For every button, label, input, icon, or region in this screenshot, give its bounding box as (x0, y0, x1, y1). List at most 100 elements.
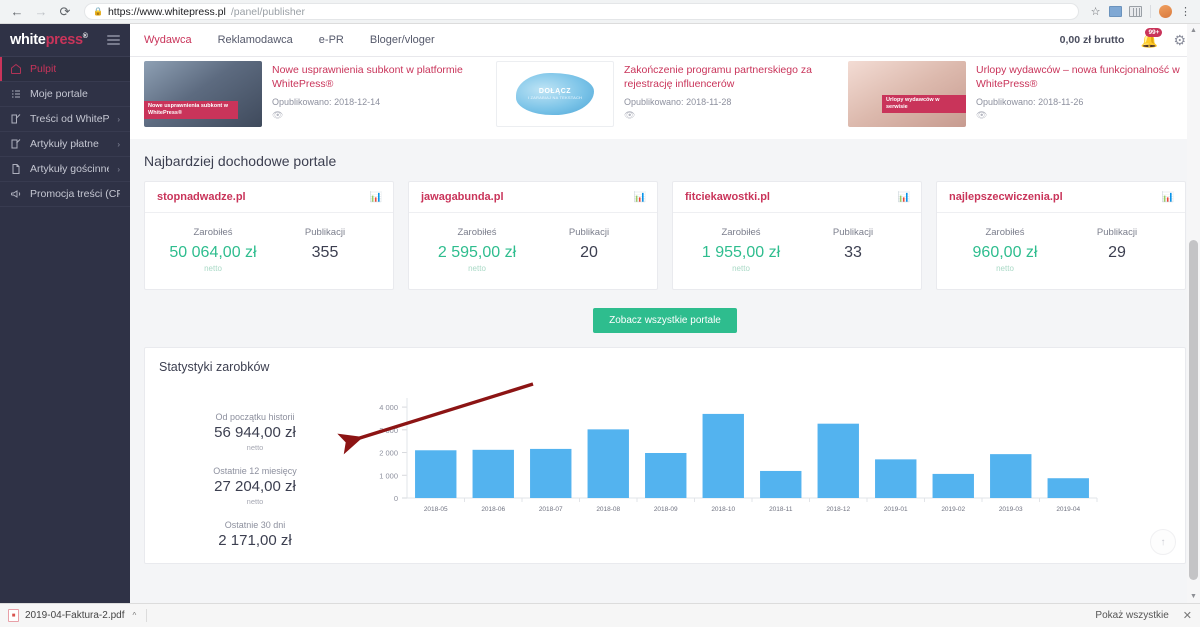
tab-e-pr[interactable]: e-PR (318, 34, 344, 46)
svg-text:2018-10: 2018-10 (711, 506, 735, 513)
chevron-up-icon[interactable]: ^ (132, 611, 137, 620)
notification-badge: 99+ (1145, 27, 1163, 37)
sidebar-item-promocja-tresci-cpc[interactable]: Promocja treści (CPC) (0, 182, 130, 207)
news-date: Opublikowano: 2018-11-26 (976, 97, 1186, 107)
published-date: 2018-11-28 (686, 97, 732, 108)
stat-value: 1 955,00 zł (701, 244, 781, 261)
portal-name[interactable]: stopnadwadze.pl (157, 191, 246, 203)
edit-box-icon (10, 113, 22, 125)
total-block: Od początku historii 56 944,00 zł netto (155, 412, 355, 452)
notifications-button[interactable]: 🔔 99+ (1140, 27, 1163, 49)
chevron-right-icon: › (117, 139, 120, 149)
reload-icon[interactable]: ⟳ (59, 3, 71, 19)
news-card[interactable]: Urlopy wydawców w serwisie Urlopy wydawc… (848, 61, 1186, 127)
total-value: 2 171,00 zł (218, 532, 292, 549)
svg-text:2018-12: 2018-12 (826, 506, 850, 513)
scroll-up-arrow-icon[interactable]: ▲ (1190, 27, 1197, 34)
stat-value: 29 (1108, 244, 1126, 261)
portal-card[interactable]: jawagabunda.pl 📊 Zarobiłeś 2 595,00 zł n… (408, 181, 658, 290)
portals-section: Najbardziej dochodowe portale stopnadwad… (130, 139, 1200, 347)
scrollbar-thumb[interactable] (1189, 240, 1198, 580)
total-netto-label: netto (246, 497, 264, 506)
bookmark-star-icon[interactable]: ☆ (1090, 6, 1101, 18)
earnings-stats-panel: Statystyki zarobków Od początku historii… (144, 347, 1186, 564)
news-thumbnail: Nowe usprawnienia subkont w WhitePress® (144, 61, 262, 127)
stat-value: 50 064,00 zł (169, 244, 257, 261)
stat-label: Zarobiłeś (457, 227, 497, 238)
see-all-portals-button[interactable]: Zobacz wszystkie portale (593, 308, 737, 333)
bar-chart-icon[interactable]: 📊 (897, 191, 910, 203)
home-icon (10, 63, 22, 75)
news-date: Opublikowano: 2018-12-14 (272, 97, 482, 107)
top-tabs: Wydawca Reklamodawca e-PR Bloger/vloger (144, 34, 435, 46)
news-thumb-graphic: DOŁĄCZ I ZARABIAJ NA TEKSTACH (516, 73, 594, 115)
news-card[interactable]: Nowe usprawnienia subkont w WhitePress® … (144, 61, 482, 127)
page-scrollbar[interactable]: ▲ ▼ (1187, 24, 1200, 603)
bar-chart-svg: 0 1 000 2 000 3 000 4 000 2018-05 2018-06 2018-… (379, 398, 1098, 513)
portal-name[interactable]: jawagabunda.pl (421, 191, 504, 203)
tab-wydawca[interactable]: Wydawca (144, 34, 192, 46)
extension-blue-icon[interactable] (1107, 3, 1124, 20)
bar-chart-icon[interactable]: 📊 (369, 191, 382, 203)
sidebar-logo[interactable]: whitepress® (0, 24, 130, 57)
show-all-downloads-button[interactable]: Pokaż wszystkie (1095, 610, 1169, 621)
sidebar-item-label: Promocja treści (CPC) (30, 188, 120, 200)
download-item[interactable]: ■ 2019-04-Faktura-2.pdf ^ (8, 609, 148, 622)
portal-name[interactable]: najlepszecwiczenia.pl (949, 191, 1063, 203)
extension-grey-icon[interactable] (1127, 3, 1144, 20)
svg-text:0: 0 (394, 494, 398, 503)
news-body: Nowe usprawnienia subkont w platformie W… (272, 61, 482, 127)
stat-label: Publikacji (832, 227, 874, 238)
address-bar[interactable]: 🔒 https://www.whitepress.pl/panel/publis… (84, 3, 1079, 20)
scroll-down-arrow-icon[interactable]: ▼ (1190, 593, 1197, 600)
main-content: Wydawca Reklamodawca e-PR Bloger/vloger … (130, 24, 1200, 603)
bar-chart-icon[interactable]: 📊 (1161, 191, 1174, 203)
page-title: Najbardziej dochodowe portale (144, 153, 337, 169)
tab-reklamodawca[interactable]: Reklamodawca (217, 34, 293, 46)
total-label: Ostatnie 30 dni (224, 520, 286, 530)
total-netto-label: netto (246, 443, 264, 452)
stat-label: Publikacji (1096, 227, 1138, 238)
news-body: Zakończenie programu partnerskiego za re… (624, 61, 834, 127)
bar-chart-icon[interactable]: 📊 (633, 191, 646, 203)
portal-card[interactable]: stopnadwadze.pl 📊 Zarobiłeś 50 064,00 zł… (144, 181, 394, 290)
avatar[interactable] (1157, 3, 1174, 20)
portal-card-header: fitciekawostki.pl 📊 (673, 182, 921, 213)
download-file-name: 2019-04-Faktura-2.pdf (25, 610, 125, 621)
stat-value: 960,00 zł (972, 244, 1038, 261)
published-date: 2018-12-14 (334, 97, 381, 108)
forward-arrow-icon[interactable]: → (34, 4, 48, 19)
hamburger-menu-icon[interactable] (107, 33, 120, 48)
news-title[interactable]: Urlopy wydawców – nowa funkcjonalność w … (976, 64, 1180, 91)
sidebar-item-artykuly-goscinne[interactable]: Artykuły gościnne › (0, 157, 130, 182)
news-title[interactable]: Nowe usprawnienia subkont w platformie W… (272, 64, 463, 91)
news-body: Urlopy wydawców – nowa funkcjonalność w … (976, 61, 1186, 127)
portal-name[interactable]: fitciekawostki.pl (685, 191, 770, 203)
svg-text:2018-05: 2018-05 (424, 506, 448, 513)
sidebar-item-tresci-od-whitepress[interactable]: Treści od WhitePress® › (0, 107, 130, 132)
settings-gear-icon[interactable]: ⚙ (1173, 31, 1186, 48)
svg-text:2018-06: 2018-06 (481, 506, 505, 513)
sidebar-item-moje-portale[interactable]: Moje portale (0, 82, 130, 107)
back-arrow-icon[interactable]: ← (10, 4, 24, 19)
news-title[interactable]: Zakończenie programu partnerskiego za re… (624, 64, 812, 91)
stat-label: Publikacji (568, 227, 610, 238)
portal-earned-stat: Zarobiłeś 960,00 zł netto (949, 227, 1061, 273)
svg-text:2019-01: 2019-01 (884, 506, 908, 513)
browser-menu-icon[interactable]: ⋮ (1180, 6, 1191, 18)
stat-label: Zarobiłeś (721, 227, 761, 238)
news-section: Nowe usprawnienia subkont w WhitePress® … (130, 57, 1200, 139)
tab-bloger-vloger[interactable]: Bloger/vloger (369, 34, 435, 46)
stat-label: Zarobiłeś (193, 227, 233, 238)
portal-card[interactable]: najlepszecwiczenia.pl 📊 Zarobiłeś 960,00… (936, 181, 1186, 290)
portal-card[interactable]: fitciekawostki.pl 📊 Zarobiłeś 1 955,00 z… (672, 181, 922, 290)
chevron-right-icon: › (117, 164, 120, 174)
scroll-to-top-icon[interactable]: ↑ (1150, 529, 1176, 555)
pencil-box-icon (10, 138, 22, 150)
stat-netto-label: netto (204, 264, 222, 273)
logo-press: press (45, 32, 84, 48)
sidebar-item-artykuly-platne[interactable]: Artykuły płatne › (0, 132, 130, 157)
news-card[interactable]: DOŁĄCZ I ZARABIAJ NA TEKSTACH Zakończeni… (496, 61, 834, 127)
sidebar-item-pulpit[interactable]: Pulpit (0, 57, 130, 82)
close-icon[interactable]: ✕ (1182, 610, 1192, 622)
